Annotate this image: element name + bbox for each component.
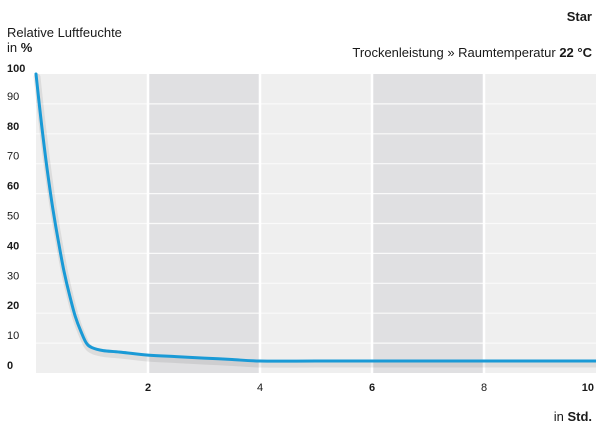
y-axis-label: Relative Luftfeuchte in % — [7, 25, 122, 55]
y-tick-labels: 0 10 20 30 40 50 60 70 80 90 100 — [7, 63, 25, 372]
y-tick-label-50: 50 — [7, 211, 19, 223]
chart-title: Star — [566, 9, 592, 24]
series-line-0 — [34, 72, 596, 363]
y-tick-label-100: 100 — [7, 63, 25, 75]
chart-subtitle: Trockenleistung » Raumtemperatur 22 °C — [352, 45, 592, 60]
y-tick-label-10: 10 — [7, 330, 19, 342]
x-tick-label-4: 4 — [257, 382, 263, 394]
x-axis-label-unit: Std. — [567, 409, 592, 424]
y-tick-label-20: 20 — [7, 300, 19, 312]
y-tick-label-0: 0 — [7, 360, 13, 372]
x-tick-label-8: 8 — [481, 382, 487, 394]
y-tick-label-40: 40 — [7, 240, 19, 252]
y-tick-label-80: 80 — [7, 121, 19, 133]
y-axis-label-line2: in % — [7, 40, 122, 55]
x-tick-label-10: 10 — [582, 382, 594, 394]
y-tick-label-90: 90 — [7, 91, 19, 103]
y-tick-label-70: 70 — [7, 151, 19, 163]
y-axis-label-line1: Relative Luftfeuchte — [7, 25, 122, 40]
chart-subtitle-value: 22 °C — [559, 45, 592, 60]
series-group — [33, 72, 596, 368]
grid-lines — [36, 74, 596, 373]
y-tick-label-30: 30 — [7, 270, 19, 282]
y-tick-label-60: 60 — [7, 181, 19, 193]
chart-subtitle-text: Trockenleistung » Raumtemperatur — [352, 45, 556, 60]
y-axis-label-prefix: in — [7, 40, 18, 55]
y-axis-label-unit: % — [20, 40, 33, 55]
x-tick-labels: 2 4 6 8 10 — [145, 382, 594, 394]
x-tick-label-2: 2 — [145, 382, 151, 394]
x-tick-label-6: 6 — [369, 382, 375, 394]
x-axis-label-prefix: in — [553, 409, 564, 424]
x-axis-label: in Std. — [554, 409, 592, 424]
